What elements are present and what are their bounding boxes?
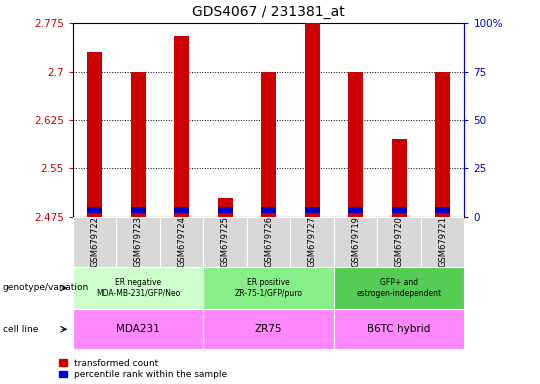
Bar	[73, 217, 117, 267]
Bar	[291, 217, 334, 267]
Bar	[131, 207, 146, 213]
Text: ER positive
ZR-75-1/GFP/puro: ER positive ZR-75-1/GFP/puro	[235, 278, 302, 298]
Bar	[435, 71, 450, 217]
Bar	[204, 309, 334, 349]
Text: GSM679722: GSM679722	[90, 217, 99, 267]
Bar	[247, 217, 291, 267]
Bar	[334, 309, 464, 349]
Bar	[73, 309, 204, 349]
Bar	[334, 217, 377, 267]
Text: ZR75: ZR75	[255, 324, 282, 334]
Bar	[204, 267, 334, 309]
Text: cell line: cell line	[3, 325, 38, 334]
Text: GSM679720: GSM679720	[395, 217, 403, 267]
Bar	[117, 217, 160, 267]
Bar	[174, 36, 189, 217]
Bar	[334, 267, 464, 309]
Bar	[348, 71, 363, 217]
Bar	[204, 217, 247, 267]
Text: MDA231: MDA231	[116, 324, 160, 334]
Legend: transformed count, percentile rank within the sample: transformed count, percentile rank withi…	[58, 359, 227, 379]
Text: GSM679719: GSM679719	[351, 217, 360, 267]
Text: GSM679723: GSM679723	[134, 217, 143, 267]
Bar	[261, 71, 276, 217]
Text: GSM679725: GSM679725	[221, 217, 230, 267]
Bar	[305, 207, 320, 213]
Bar	[392, 207, 407, 213]
Text: GSM679726: GSM679726	[264, 217, 273, 267]
Bar	[160, 217, 204, 267]
Bar	[87, 207, 102, 213]
Bar	[435, 207, 450, 213]
Bar	[218, 207, 233, 213]
Bar	[392, 139, 407, 217]
Text: GSM679721: GSM679721	[438, 217, 447, 267]
Text: GSM679727: GSM679727	[308, 217, 316, 267]
Bar	[305, 23, 320, 217]
Bar	[348, 207, 363, 213]
Text: GSM679724: GSM679724	[177, 217, 186, 267]
Bar	[218, 198, 233, 217]
Title: GDS4067 / 231381_at: GDS4067 / 231381_at	[192, 5, 345, 19]
Bar	[421, 217, 464, 267]
Bar	[131, 71, 146, 217]
Bar	[73, 267, 204, 309]
Bar	[261, 207, 276, 213]
Text: B6TC hybrid: B6TC hybrid	[367, 324, 431, 334]
Bar	[87, 52, 102, 217]
Bar	[174, 207, 189, 213]
Text: genotype/variation: genotype/variation	[3, 283, 89, 293]
Text: GFP+ and
estrogen-independent: GFP+ and estrogen-independent	[356, 278, 442, 298]
Bar	[377, 217, 421, 267]
Text: ER negative
MDA-MB-231/GFP/Neo: ER negative MDA-MB-231/GFP/Neo	[96, 278, 180, 298]
